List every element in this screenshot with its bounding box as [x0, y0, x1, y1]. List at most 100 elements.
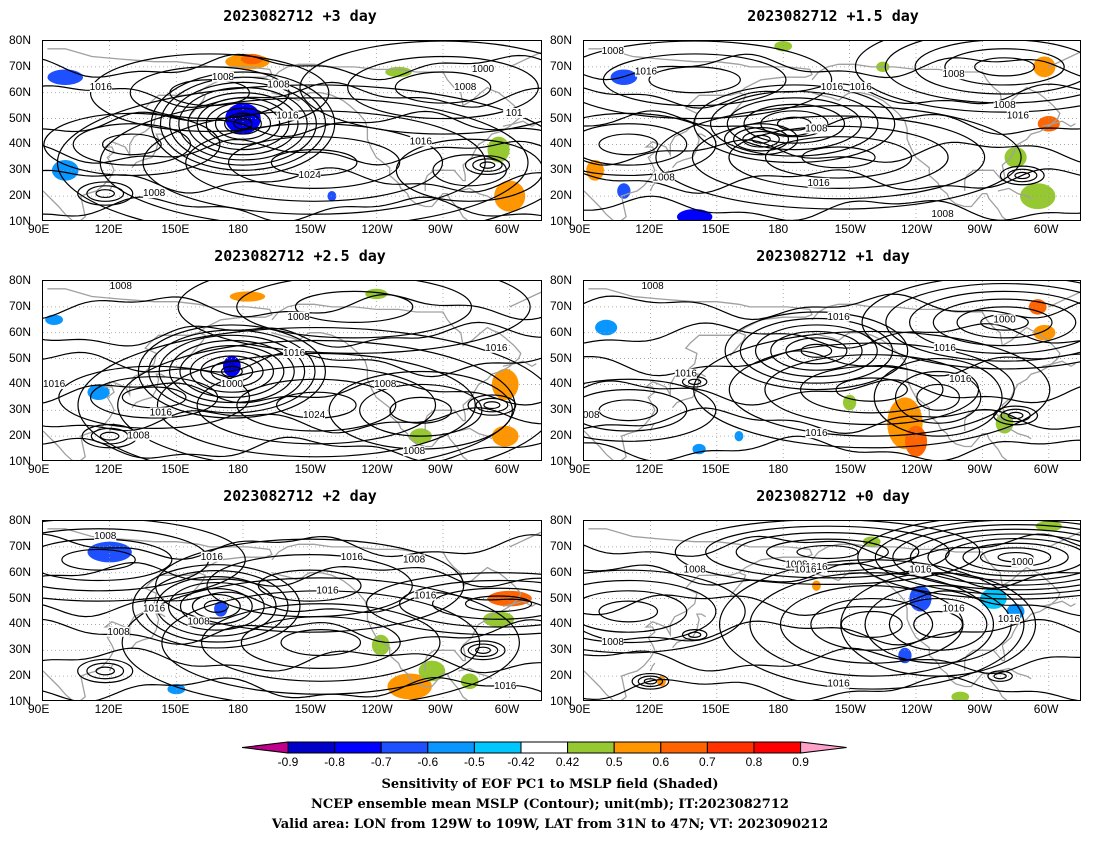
lon-tick-label: 120W	[901, 222, 933, 236]
caption-line-1: Sensitivity of EOF PC1 to MSLP field (Sh…	[381, 777, 719, 792]
coastline-7	[502, 360, 537, 368]
lon-tick-label: 150E	[161, 222, 190, 236]
pressure-system-1	[655, 105, 1022, 210]
lat-tick-label: 50N	[9, 590, 32, 605]
colorbar-box-6	[520, 741, 569, 754]
panel-title-3: 2023082712 +2.5 day	[214, 247, 386, 265]
lon-tick-label: 120W	[901, 462, 933, 476]
lat-tick-label: 30N	[550, 402, 573, 417]
isobar-6	[43, 53, 541, 81]
pressure-label-2: 1016	[90, 82, 113, 93]
pressure-labels: 1008101610161008101610001016101610081016	[602, 556, 1034, 689]
lat-tick-label: 20N	[9, 188, 32, 203]
map-panel-5: 1008 1016 1016 1008 1016 1016 1016 1008 1008 1016	[42, 520, 542, 701]
lat-tick-label: 70N	[550, 58, 573, 73]
isobar-2	[584, 647, 1080, 675]
isobar-5	[584, 322, 1080, 349]
lon-tick-label: 120E	[94, 222, 123, 236]
coastline-2	[729, 572, 747, 597]
pressure-label-2: 1016	[805, 562, 828, 573]
pressure-label-10: 1008	[127, 431, 150, 442]
shading-patch-3	[229, 291, 266, 302]
lat-tick-label: 10N	[550, 454, 573, 468]
colorbar-tick-label: -0.42	[507, 755, 535, 769]
colorbar-box-11	[753, 741, 802, 754]
lon-tick-label: 90W	[967, 222, 993, 236]
lat-tick-label: 10N	[9, 214, 32, 228]
isobar-1	[43, 436, 541, 460]
isobar-1	[43, 676, 541, 700]
pressure-system-7	[873, 357, 1003, 437]
pressure-system-7	[155, 538, 465, 633]
coastline-8	[997, 667, 1032, 680]
lat-tick-label: 40N	[9, 616, 32, 631]
map-canvas-6: 1008101610161008101610001016101610081016	[584, 521, 1080, 700]
contour-layer	[43, 521, 541, 700]
pressure-label-6: 1000	[1011, 557, 1034, 568]
colorbar-tick-label: 0.8	[745, 755, 763, 769]
lon-tick-label: 150E	[701, 222, 730, 236]
pressure-system-6	[584, 41, 833, 120]
pressure-label-9: 1008	[107, 627, 130, 638]
pressure-label-4: 1008	[267, 80, 290, 91]
lon-tick-label: 90E	[28, 702, 50, 716]
colorbar-tick-label: 0.42	[555, 755, 580, 769]
shading-patch-2	[676, 209, 713, 220]
lon-tick-label: 180	[768, 462, 789, 476]
lon-tick-label: 150W	[294, 462, 327, 476]
pressure-label-1: 1008	[94, 531, 117, 542]
pressure-label-4: 1016	[821, 82, 844, 93]
pressure-label-5: 1000	[221, 379, 244, 390]
lon-tick-label: 180	[768, 702, 789, 716]
pressure-label-4: 1016	[934, 343, 957, 354]
colorbar-tick-label: 0.9	[792, 755, 809, 769]
pressure-label-2: 1016	[827, 312, 850, 323]
lon-tick-label: 90E	[28, 222, 50, 236]
pressure-label-10: 101	[506, 108, 523, 119]
colorbar-tick-label: -0.6	[417, 755, 439, 769]
coastline-7	[1042, 600, 1076, 608]
lat-tick-label: 50N	[550, 110, 573, 125]
lon-tick-label: 180	[768, 222, 789, 236]
isobar-6	[584, 293, 1080, 321]
isobar-5	[43, 561, 541, 588]
lat-tick-label: 20N	[550, 428, 573, 443]
isobar-1	[584, 675, 1079, 700]
pressure-label-7: 1008	[584, 410, 600, 421]
isobar-4	[584, 350, 1080, 377]
pressure-label-3: 1016	[283, 348, 306, 359]
lon-tick-label: 150E	[161, 462, 190, 476]
shading-patch-5	[47, 69, 83, 85]
colorbar-high-arrow	[800, 741, 847, 754]
colorbar-tick-label: 0.5	[605, 755, 623, 769]
coastline-5	[271, 92, 469, 220]
colorbar-tick-label: -0.5	[464, 755, 485, 769]
lon-tick-label: 180	[228, 702, 249, 716]
pressure-label-1: 1008	[641, 281, 664, 292]
shading-patch-5	[87, 384, 110, 400]
pressure-label-5: 1016	[316, 585, 339, 596]
lat-tick-label: 80N	[9, 513, 32, 527]
grid-layer	[43, 521, 541, 700]
lat-tick-label: 60N	[9, 564, 32, 579]
pressure-system-3	[89, 53, 330, 133]
pressure-label-11: 1008	[403, 446, 426, 457]
map-panel-1: 1000 1016 1008 1008 1008 1016 1016 1024 1008 101	[42, 40, 542, 221]
pressure-system-1	[857, 521, 1080, 600]
pressure-label-9: 1008	[653, 173, 676, 184]
pressure-label-9: 1008	[143, 188, 166, 199]
shading-patch-7	[1004, 147, 1027, 168]
shading-patch-7	[371, 634, 390, 656]
coastline-3	[131, 613, 166, 649]
map-canvas-1: 1000 1016 1008 1008 1008 1016 1016 1024 1008 101	[43, 41, 541, 220]
map-panel-2: 1008 1016 1008 1016 1016 1008 1016 1008 1008 1016…	[583, 40, 1081, 221]
lon-tick-label: 60W	[1033, 702, 1059, 716]
pressure-system-6	[58, 365, 251, 429]
colorbar-box-4	[427, 741, 475, 754]
isobar-5	[43, 321, 541, 348]
isobar-background	[43, 293, 541, 460]
pressure-system-4	[299, 41, 541, 135]
pressure-label-7: 1016	[143, 604, 166, 615]
